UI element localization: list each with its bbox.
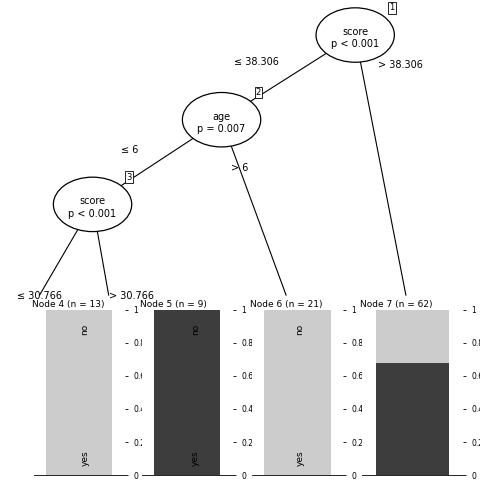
Text: Node 7 (n = 62): Node 7 (n = 62) <box>360 300 433 309</box>
Text: 1: 1 <box>389 3 395 12</box>
Text: Node 4 (n = 13): Node 4 (n = 13) <box>32 300 104 309</box>
Text: yes: yes <box>295 451 304 467</box>
Text: yes: yes <box>81 451 90 467</box>
Text: age
p = 0.007: age p = 0.007 <box>197 111 246 134</box>
Bar <box>46 310 112 475</box>
Text: no: no <box>81 324 90 335</box>
Text: 3: 3 <box>127 173 132 181</box>
Text: no: no <box>191 324 200 335</box>
Ellipse shape <box>182 93 261 147</box>
Text: ≤ 30.766: ≤ 30.766 <box>17 291 62 301</box>
Text: > 6: > 6 <box>231 163 248 173</box>
Text: > 38.306: > 38.306 <box>378 60 423 70</box>
Text: score
p < 0.001: score p < 0.001 <box>331 27 379 49</box>
Bar <box>376 310 449 362</box>
Text: no: no <box>295 324 304 335</box>
Bar <box>154 310 220 475</box>
Text: 2: 2 <box>256 88 261 97</box>
Text: ≤ 6: ≤ 6 <box>121 145 139 155</box>
Ellipse shape <box>53 177 132 232</box>
Text: Node 5 (n = 9): Node 5 (n = 9) <box>140 300 207 309</box>
Bar <box>376 362 449 475</box>
Text: yes: yes <box>191 451 200 467</box>
Text: > 30.766: > 30.766 <box>108 291 154 301</box>
Text: Node 6 (n = 21): Node 6 (n = 21) <box>250 300 323 309</box>
Text: ≤ 38.306: ≤ 38.306 <box>234 57 278 67</box>
Ellipse shape <box>316 8 395 62</box>
Text: score
p < 0.001: score p < 0.001 <box>69 196 117 218</box>
Bar <box>264 310 331 475</box>
